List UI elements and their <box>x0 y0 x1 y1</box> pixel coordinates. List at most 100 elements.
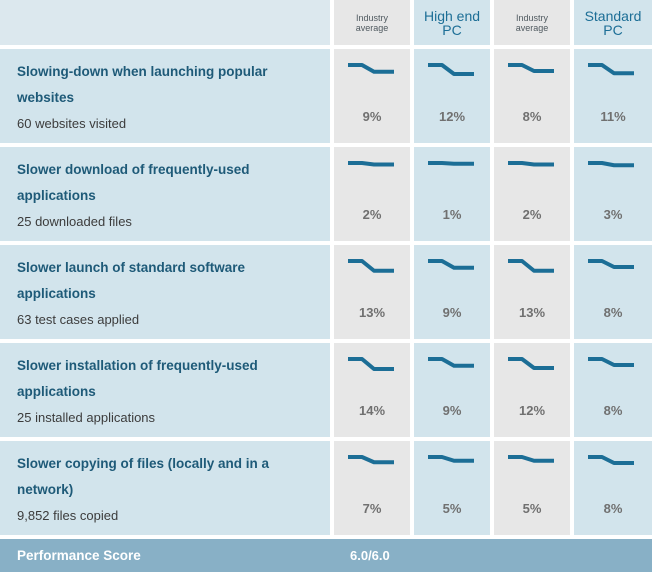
sparkline-path <box>348 259 394 273</box>
value-cell: 2% <box>494 147 570 241</box>
sparkline-path <box>348 161 394 167</box>
trend-sparkline <box>508 259 554 273</box>
value-cell: 9% <box>414 343 490 437</box>
test-title: Slowing-down when launching popular webs… <box>17 64 268 105</box>
sparkline-path <box>348 357 394 371</box>
percentage-value: 1% <box>442 207 462 222</box>
percentage-value: 5% <box>522 501 542 516</box>
test-row-label: Slower launch of standard software appli… <box>0 245 330 339</box>
trend-sparkline <box>428 357 474 368</box>
trend-sparkline <box>428 455 474 463</box>
test-row-label: Slower copying of files (locally and in … <box>0 441 330 535</box>
column-header-line2: average <box>355 23 389 33</box>
sparkline-path <box>508 259 554 273</box>
trend-sparkline <box>428 161 474 166</box>
trend-sparkline <box>348 63 394 74</box>
test-subtitle: 60 websites visited <box>17 116 127 131</box>
trend-sparkline <box>588 357 634 367</box>
column-header-2: High end PC <box>414 0 490 45</box>
column-header-line2: PC <box>603 22 623 38</box>
value-cell: 8% <box>574 245 652 339</box>
sparkline-path <box>508 357 554 370</box>
percentage-value: 3% <box>603 207 623 222</box>
test-title: Slower copying of files (locally and in … <box>17 456 270 497</box>
value-cell: 2% <box>334 147 410 241</box>
percentage-value: 12% <box>438 109 466 124</box>
trend-sparkline <box>588 455 634 465</box>
trend-sparkline <box>588 161 634 168</box>
trend-sparkline <box>508 455 554 463</box>
sparkline-path <box>348 63 394 74</box>
sparkline-path <box>428 455 474 463</box>
header-blank-cell <box>0 0 330 45</box>
sparkline-path <box>508 63 554 73</box>
percentage-value: 11% <box>600 109 626 124</box>
sparkline-path <box>428 259 474 270</box>
performance-score-label: Performance Score <box>17 548 141 563</box>
value-cell: 12% <box>414 49 490 143</box>
test-subtitle: 63 test cases applied <box>17 312 140 327</box>
percentage-value: 12% <box>518 403 546 418</box>
performance-score-value: 6.0/6.0 <box>350 548 390 563</box>
percentage-value: 14% <box>358 403 386 418</box>
test-subtitle: 25 installed applications <box>17 410 156 425</box>
percentage-value: 8% <box>603 403 623 418</box>
trend-sparkline <box>588 259 634 269</box>
test-title: Slower installation of frequently-used a… <box>17 358 258 399</box>
column-header-line1: High end <box>423 8 481 24</box>
percentage-value: 9% <box>442 305 462 320</box>
value-cell: 5% <box>414 441 490 535</box>
test-row-label: Slower download of frequently-used appli… <box>0 147 330 241</box>
sparkline-path <box>508 161 554 167</box>
percentage-value: 9% <box>362 109 382 124</box>
percentage-value: 7% <box>362 501 382 516</box>
trend-sparkline <box>508 357 554 370</box>
percentage-value: 8% <box>603 501 623 516</box>
percentage-value: 5% <box>442 501 462 516</box>
value-cell: 8% <box>494 49 570 143</box>
column-header-1: Industry average <box>334 0 410 45</box>
trend-sparkline <box>348 161 394 167</box>
value-cell: 8% <box>574 441 652 535</box>
trend-sparkline <box>348 357 394 371</box>
column-header-line1: Industry <box>355 13 388 23</box>
percentage-value: 8% <box>603 305 623 320</box>
sparkline-path <box>348 455 394 465</box>
value-cell: 11% <box>574 49 652 143</box>
value-cell: 8% <box>574 343 652 437</box>
test-title: Slower download of frequently-used appli… <box>17 162 250 203</box>
test-row-label: Slowing-down when launching popular webs… <box>0 49 330 143</box>
value-cell: 3% <box>574 147 652 241</box>
test-title: Slower launch of standard software appli… <box>17 260 246 301</box>
column-header-4: Standard PC <box>574 0 652 45</box>
value-cell: 7% <box>334 441 410 535</box>
sparkline-path <box>428 161 474 166</box>
test-row-label: Slower installation of frequently-used a… <box>0 343 330 437</box>
value-cell: 13% <box>334 245 410 339</box>
trend-sparkline <box>348 455 394 465</box>
test-subtitle: 9,852 files copied <box>17 508 119 523</box>
column-header-line1: Industry <box>515 13 548 23</box>
test-subtitle: 25 downloaded files <box>17 214 132 229</box>
trend-sparkline <box>508 161 554 167</box>
sparkline-path <box>588 259 634 269</box>
trend-sparkline <box>508 63 554 73</box>
sparkline-path <box>588 161 634 168</box>
percentage-value: 13% <box>518 305 546 320</box>
percentage-value: 13% <box>358 305 386 320</box>
value-cell: 1% <box>414 147 490 241</box>
value-cell: 12% <box>494 343 570 437</box>
trend-sparkline <box>588 63 634 76</box>
performance-score-bar: Performance Score 6.0/6.0 <box>0 539 652 572</box>
column-header-line1: Standard <box>584 8 642 24</box>
value-cell: 9% <box>334 49 410 143</box>
value-cell: 14% <box>334 343 410 437</box>
column-header-3: Industry average <box>494 0 570 45</box>
percentage-value: 8% <box>522 109 542 124</box>
sparkline-path <box>428 63 474 76</box>
sparkline-path <box>428 357 474 368</box>
sparkline-path <box>588 455 634 465</box>
sparkline-path <box>508 455 554 463</box>
sparkline-path <box>588 63 634 76</box>
